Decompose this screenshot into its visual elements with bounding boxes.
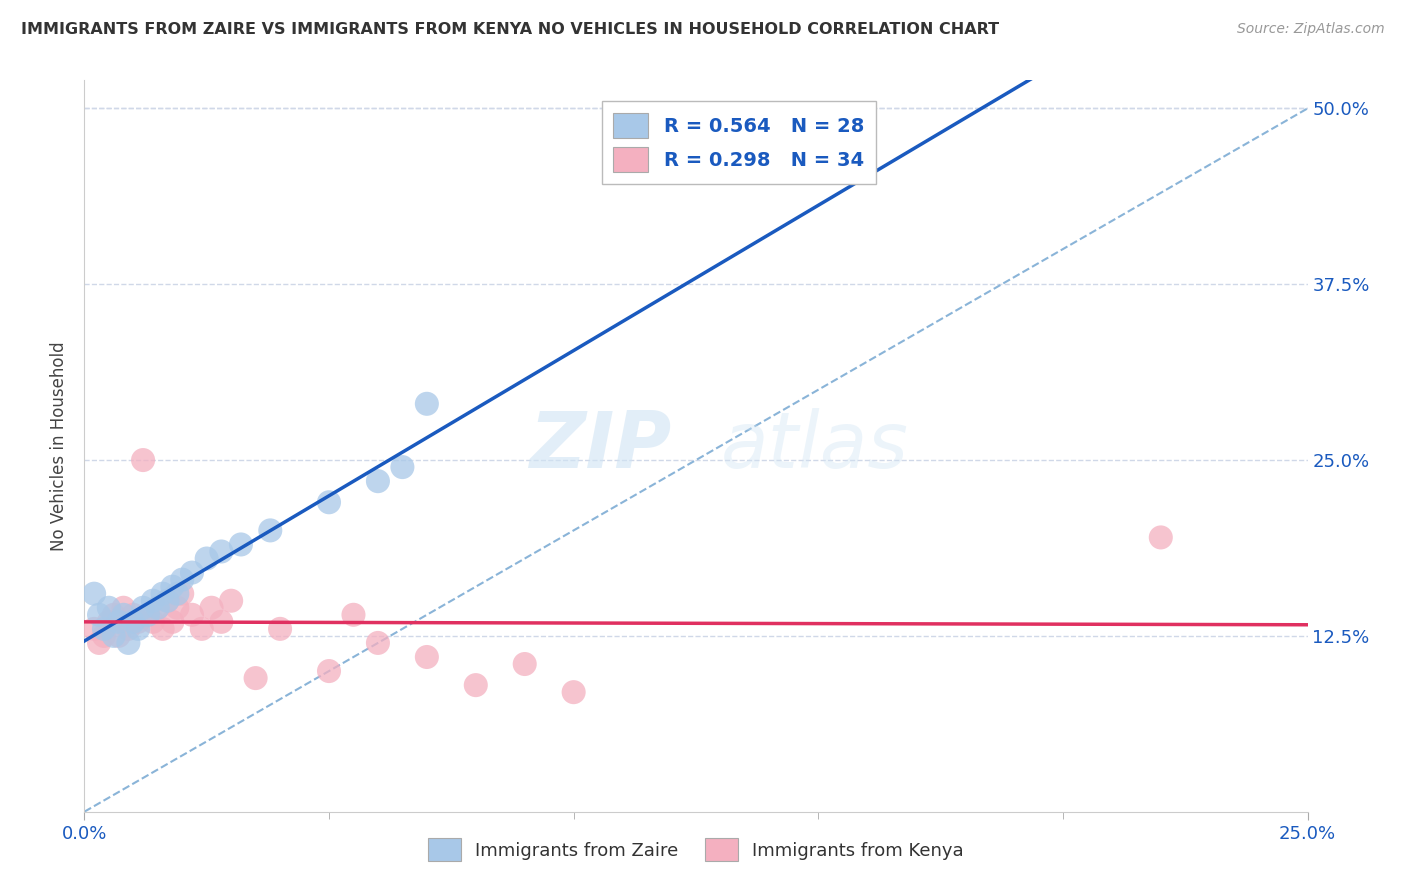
Point bbox=[318, 664, 340, 678]
Point bbox=[152, 587, 174, 601]
Point bbox=[166, 587, 188, 601]
Point bbox=[87, 607, 110, 622]
Point bbox=[142, 615, 165, 629]
Point bbox=[136, 607, 159, 622]
Point bbox=[103, 629, 125, 643]
Point bbox=[127, 615, 149, 629]
Point bbox=[259, 524, 281, 538]
Point bbox=[416, 650, 439, 665]
Point bbox=[107, 629, 129, 643]
Point bbox=[172, 573, 194, 587]
Point bbox=[162, 580, 184, 594]
Point bbox=[318, 495, 340, 509]
Point bbox=[209, 544, 232, 558]
Point bbox=[142, 593, 165, 607]
Legend: Immigrants from Zaire, Immigrants from Kenya: Immigrants from Zaire, Immigrants from K… bbox=[420, 830, 972, 869]
Point bbox=[112, 600, 135, 615]
Point bbox=[93, 622, 115, 636]
Text: atlas: atlas bbox=[720, 408, 908, 484]
Y-axis label: No Vehicles in Household: No Vehicles in Household bbox=[51, 341, 69, 551]
Point bbox=[162, 615, 184, 629]
Point bbox=[513, 657, 536, 671]
Point bbox=[83, 587, 105, 601]
Text: ZIP: ZIP bbox=[529, 408, 672, 484]
Point bbox=[342, 607, 364, 622]
Point bbox=[200, 600, 222, 615]
Point bbox=[136, 607, 159, 622]
Point bbox=[103, 607, 125, 622]
Point bbox=[132, 453, 155, 467]
Point bbox=[97, 600, 120, 615]
Point bbox=[367, 474, 389, 488]
Point bbox=[127, 622, 149, 636]
Point bbox=[132, 600, 155, 615]
Point bbox=[146, 600, 169, 615]
Point bbox=[166, 600, 188, 615]
Point bbox=[93, 629, 115, 643]
Point bbox=[117, 636, 139, 650]
Point bbox=[464, 678, 486, 692]
Point bbox=[122, 607, 145, 622]
Point bbox=[87, 636, 110, 650]
Point bbox=[117, 622, 139, 636]
Point bbox=[181, 607, 204, 622]
Point bbox=[156, 593, 179, 607]
Point bbox=[391, 460, 413, 475]
Text: IMMIGRANTS FROM ZAIRE VS IMMIGRANTS FROM KENYA NO VEHICLES IN HOUSEHOLD CORRELAT: IMMIGRANTS FROM ZAIRE VS IMMIGRANTS FROM… bbox=[21, 22, 1000, 37]
Point bbox=[122, 615, 145, 629]
Point bbox=[195, 551, 218, 566]
Point bbox=[83, 622, 105, 636]
Text: Source: ZipAtlas.com: Source: ZipAtlas.com bbox=[1237, 22, 1385, 37]
Point bbox=[229, 537, 252, 551]
Point bbox=[156, 593, 179, 607]
Point bbox=[367, 636, 389, 650]
Point bbox=[209, 615, 232, 629]
Point bbox=[219, 593, 242, 607]
Point bbox=[562, 685, 585, 699]
Point bbox=[269, 622, 291, 636]
Point bbox=[146, 600, 169, 615]
Point bbox=[152, 622, 174, 636]
Point bbox=[245, 671, 267, 685]
Point bbox=[191, 622, 214, 636]
Point bbox=[172, 587, 194, 601]
Point bbox=[112, 607, 135, 622]
Point bbox=[107, 615, 129, 629]
Point bbox=[97, 615, 120, 629]
Point bbox=[181, 566, 204, 580]
Point bbox=[1150, 530, 1173, 544]
Point bbox=[416, 397, 439, 411]
